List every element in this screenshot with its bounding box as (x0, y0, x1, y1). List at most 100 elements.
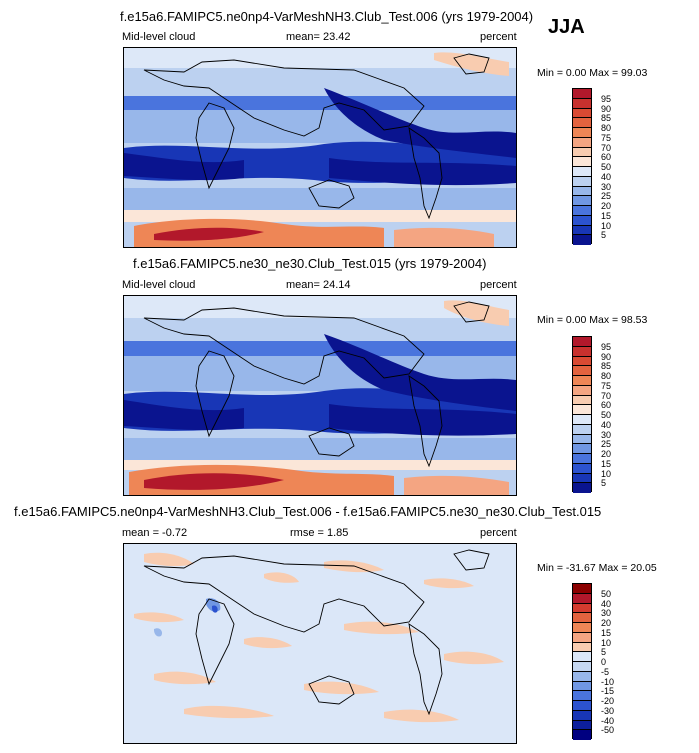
panel-1-variable-label: Mid-level cloud (122, 31, 196, 43)
panel-1-title: f.e15a6.FAMIPC5.ne0np4-VarMeshNH3.Club_T… (120, 9, 534, 24)
colorbar-tick-label: 10 (601, 637, 612, 648)
colorbar-tick-label: 85 (601, 361, 612, 372)
colorbar-tick-label: 15 (601, 627, 612, 638)
colorbar-swatch (573, 98, 591, 109)
colorbar-tick-label: -20 (601, 696, 615, 706)
colorbar-swatch (573, 157, 591, 167)
colorbar-tick-label: 30 (601, 429, 612, 440)
colorbar-swatch (573, 108, 591, 119)
colorbar-tick-label: 50 (601, 588, 612, 599)
colorbar-swatch (573, 186, 591, 197)
colorbar-tick-label: 40 (601, 598, 612, 609)
colorbar-swatch (573, 681, 591, 692)
colorbar-swatch (573, 463, 591, 474)
colorbar-swatch (573, 671, 591, 682)
colorbar-tick-label: 30 (601, 181, 612, 192)
panel-3-colorbar: 50 40 30 20 15 10 5 0 -5 -10 -15 -20 -30 -40 -50 (572, 583, 614, 740)
colorbar-tick-label: 80 (601, 371, 612, 381)
season-label: JJA (548, 16, 585, 38)
panel-2-map (123, 295, 517, 496)
panel-2-colorbar: 95 90 85 80 75 70 60 50 40 30 25 20 15 10 5 (572, 336, 611, 493)
colorbar-swatch (573, 444, 591, 454)
colorbar-tick-label: 70 (601, 390, 612, 401)
colorbar-swatch (573, 652, 591, 662)
colorbar-tick-label: 0 (601, 657, 607, 667)
colorbar-swatch (573, 642, 591, 653)
panel-3-map-field (124, 544, 516, 743)
panel-1-minmax: Min = 0.00 Max = 99.03 (537, 67, 648, 79)
colorbar-swatch (573, 215, 591, 226)
colorbar-swatch (573, 346, 591, 357)
colorbar-swatch (573, 710, 591, 721)
colorbar-tick-label: 50 (601, 410, 612, 420)
colorbar-swatch (573, 434, 591, 445)
colorbar-swatch (573, 691, 591, 701)
colorbar-swatch (573, 206, 591, 216)
panel-2-map-field (124, 296, 516, 495)
panel-2-minmax: Min = 0.00 Max = 98.53 (537, 314, 648, 326)
colorbar-swatch (573, 415, 591, 425)
panel-2-units: percent (480, 279, 517, 291)
colorbar-tick-label: 90 (601, 351, 612, 362)
colorbar-swatch (573, 128, 591, 138)
colorbar-swatch (573, 337, 591, 347)
colorbar-swatch (573, 147, 591, 158)
colorbar-tick-label: 5 (601, 647, 607, 658)
colorbar-tick-label: 90 (601, 103, 612, 114)
colorbar-swatch (573, 376, 591, 386)
colorbar-swatch (573, 167, 591, 177)
colorbar-tick-label: -10 (601, 676, 615, 687)
colorbar-tick-label: -5 (601, 666, 610, 677)
colorbar-tick-label: 75 (601, 132, 612, 143)
colorbar-swatch (573, 385, 591, 396)
colorbar-tick-label: 95 (601, 93, 612, 104)
colorbar-tick-label: 85 (601, 113, 612, 124)
colorbar-swatch (573, 424, 591, 435)
colorbar-swatch (573, 89, 591, 99)
colorbar-swatch (573, 584, 591, 594)
colorbar-tick-label: 75 (601, 380, 612, 391)
colorbar-swatch (573, 176, 591, 187)
colorbar-swatch (573, 613, 591, 623)
colorbar-tick-label: 60 (601, 152, 612, 163)
colorbar-swatch (573, 118, 591, 128)
colorbar-tick-label: 25 (601, 191, 612, 202)
panel-3-map (123, 543, 517, 744)
colorbar-tick-label: -30 (601, 705, 615, 716)
colorbar-tick-label: 5 (601, 230, 607, 241)
colorbar-tick-label: 70 (601, 142, 612, 153)
colorbar-tick-label: 5 (601, 478, 607, 489)
colorbar-tick-label: -50 (601, 725, 615, 736)
colorbar-swatch (573, 137, 591, 148)
colorbar-swatch (573, 225, 591, 236)
colorbar-swatch (573, 730, 591, 740)
colorbar-tick-label: 60 (601, 400, 612, 411)
colorbar-swatch (573, 235, 591, 245)
colorbar-swatch (573, 395, 591, 406)
colorbar-tick-label: 10 (601, 468, 612, 479)
panel-1-units: percent (480, 31, 517, 43)
panel-3-minmax: Min = -31.67 Max = 20.05 (537, 562, 657, 574)
panel-1-map (123, 47, 517, 248)
panel-3-rmse: rmse = 1.85 (290, 527, 349, 539)
colorbar-tick-label: 25 (601, 439, 612, 450)
panel-2-variable-label: Mid-level cloud (122, 279, 196, 291)
colorbar-swatch (573, 483, 591, 493)
colorbar-swatch (573, 701, 591, 711)
colorbar-tick-label: 20 (601, 449, 612, 459)
panel-1-mean: mean= 23.42 (286, 31, 351, 43)
colorbar-swatch (573, 356, 591, 367)
panel-1-map-field (124, 48, 516, 247)
colorbar-tick-label: 80 (601, 123, 612, 133)
colorbar-swatch (573, 720, 591, 731)
colorbar-tick-label: 40 (601, 419, 612, 430)
colorbar-tick-label: 10 (601, 220, 612, 231)
colorbar-swatch (573, 454, 591, 464)
colorbar-tick-label: 40 (601, 171, 612, 182)
colorbar-swatch (573, 603, 591, 614)
panel-2-mean: mean= 24.14 (286, 279, 351, 291)
colorbar-swatch (573, 196, 591, 206)
panel-3-title: f.e15a6.FAMIPC5.ne0np4-VarMeshNH3.Club_T… (14, 504, 602, 519)
colorbar-tick-label: 95 (601, 341, 612, 352)
colorbar-tick-label: 20 (601, 201, 612, 211)
